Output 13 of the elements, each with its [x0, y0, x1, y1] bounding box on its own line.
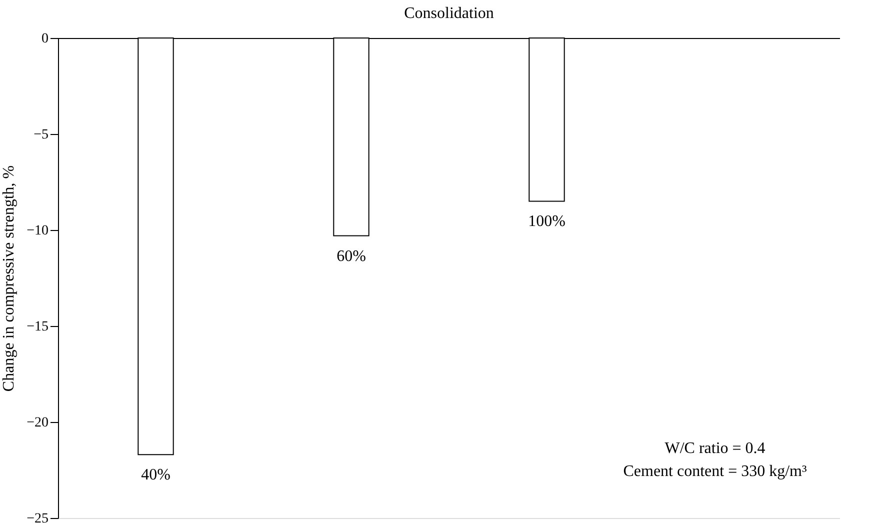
x-tick-label: 40%	[141, 466, 170, 484]
y-tick-label: 0	[42, 32, 48, 46]
y-tick-label: −20	[26, 416, 48, 430]
y-tick-label: −15	[26, 320, 48, 334]
x-tick-label: 60%	[336, 248, 366, 265]
annotation: W/C ratio = 0.4	[664, 440, 766, 457]
x-tick-label: 100%	[528, 213, 566, 230]
y-tick-label: −5	[34, 128, 48, 142]
y-axis-title: Change in compressive strength, %	[0, 165, 18, 392]
y-tick-label: −25	[26, 512, 48, 526]
y-tick-label: −10	[26, 224, 48, 238]
chart-title: Consolidation	[404, 5, 494, 22]
annotation: Cement content = 330 kg/m³	[623, 463, 807, 480]
